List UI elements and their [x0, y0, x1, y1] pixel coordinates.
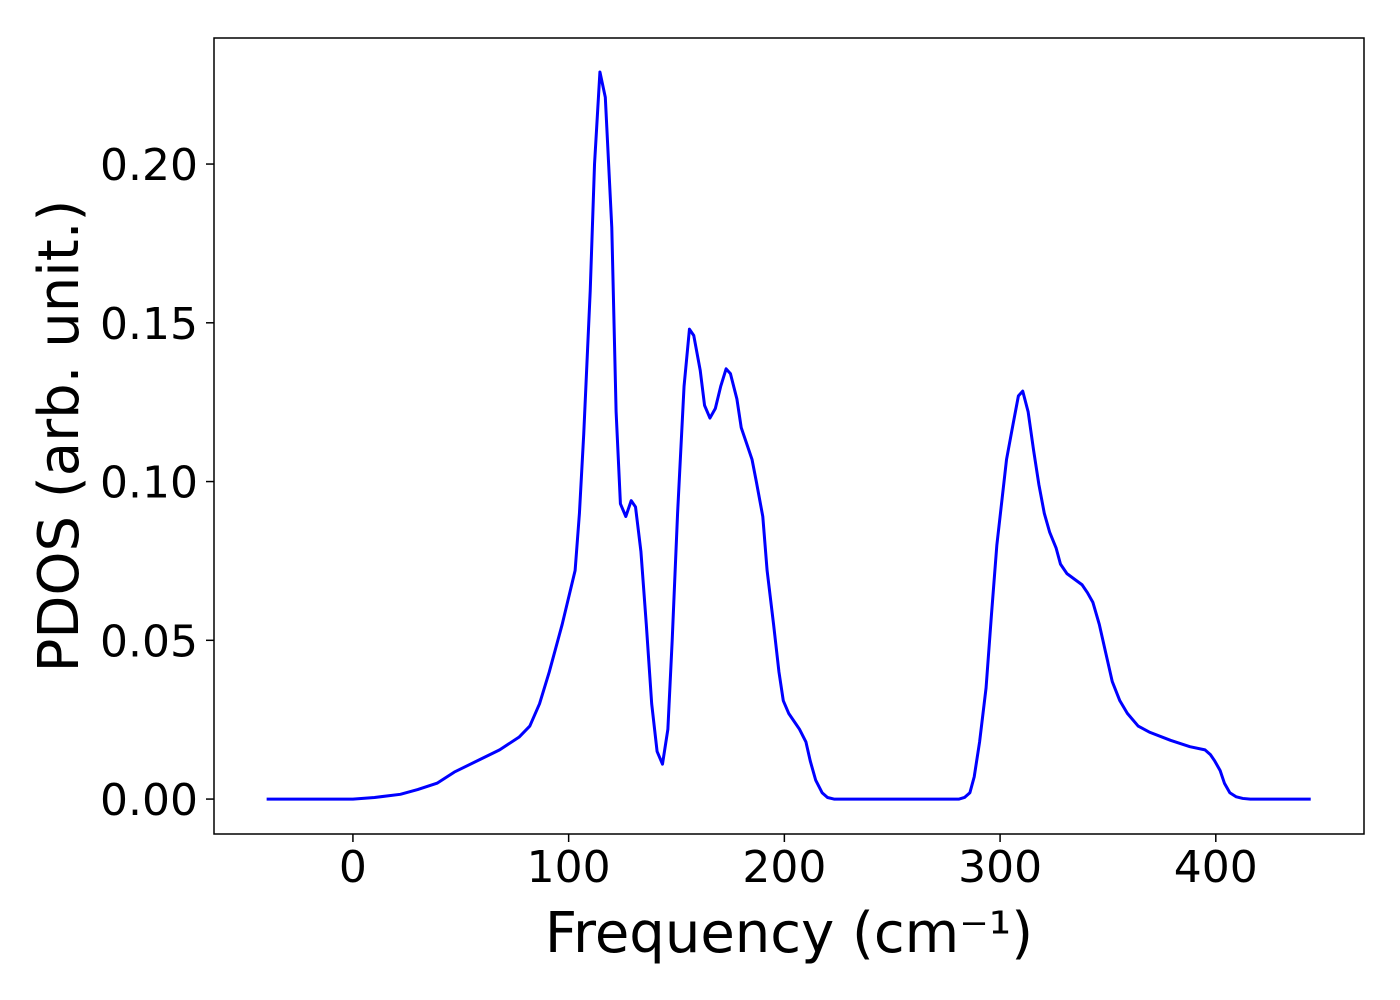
data-line	[266, 70, 1311, 801]
y-tick-label: 0.05	[100, 616, 198, 667]
y-axis-label: PDOS (arb. unit.)	[27, 200, 92, 673]
x-tick-label: 300	[958, 842, 1042, 893]
x-tick-label: 400	[1174, 842, 1258, 893]
y-tick-label: 0.00	[100, 775, 198, 826]
plot-frame	[213, 37, 1365, 835]
x-axis-label: Frequency (cm⁻¹)	[545, 901, 1033, 966]
y-tick-label: 0.20	[100, 140, 198, 191]
x-tick-label: 0	[339, 842, 367, 893]
x-tick-label: 200	[742, 842, 826, 893]
x-tick-label: 100	[527, 842, 611, 893]
y-tick-label: 0.15	[100, 299, 198, 350]
y-tick-label: 0.10	[100, 458, 198, 509]
